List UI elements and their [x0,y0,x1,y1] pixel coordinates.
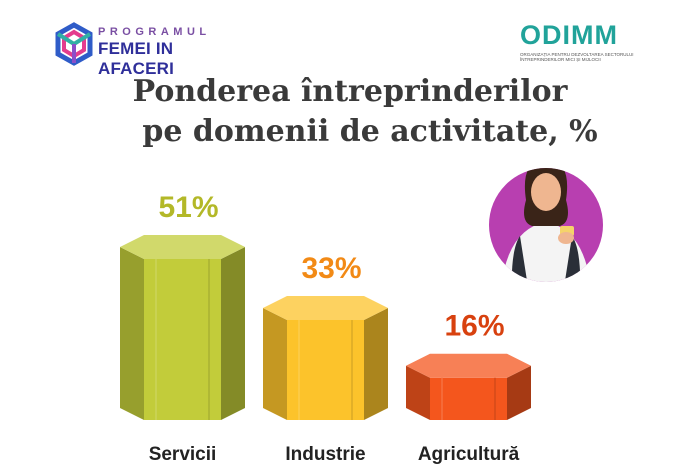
logo-odimm-subtitle: Organizația pentru Dezvoltarea Sectorulu… [520,52,634,62]
bar-left-face [406,365,430,420]
bar-front-face [144,259,221,420]
bar-top-face [263,296,388,321]
bar-front-face [287,320,364,420]
bar-category-label: Agricultură [418,444,520,465]
bar-3: 16% Agricultură [406,310,531,465]
bars-group: 51% Servicii 33% Industrie 16% Agricultură [120,191,531,465]
bar-front-face [430,377,507,420]
bar-value-label: 51% [158,191,218,224]
bar-1: 51% Servicii [120,191,245,465]
businesswoman-avatar-icon [489,168,603,282]
bar-category-label: Servicii [149,444,217,465]
bar-right-face [221,247,245,420]
bar-value-label: 33% [301,252,361,285]
chart-title-line2: pe domenii de activitate, % [142,114,598,149]
logo-odimm-brand: ODIMM [520,20,618,50]
bar-category-label: Industrie [285,444,365,465]
logo-left-line1: PROGRAMUL [98,26,211,38]
bar-right-face [364,308,388,420]
chart-title-line1: Ponderea întreprinderilor [132,74,568,109]
bar-top-face [406,353,531,378]
logo-left-line2: FEMEI IN AFACERI [98,39,175,78]
chart-title: Ponderea întreprinderilor pe domenii de … [0,72,700,152]
bar-top-face [120,235,245,259]
bar-left-face [263,308,287,420]
logo-femei-in-afaceri: PROGRAMUL FEMEI IN AFACERI [52,22,242,78]
bar-2: 33% Industrie [263,252,388,465]
bar-left-face [120,247,144,420]
hexagon-knot-icon [55,22,93,66]
bar-value-label: 16% [444,310,504,343]
bar-right-face [507,365,531,420]
logo-odimm: ODIMM Organizația pentru Dezvoltarea Sec… [510,20,634,62]
